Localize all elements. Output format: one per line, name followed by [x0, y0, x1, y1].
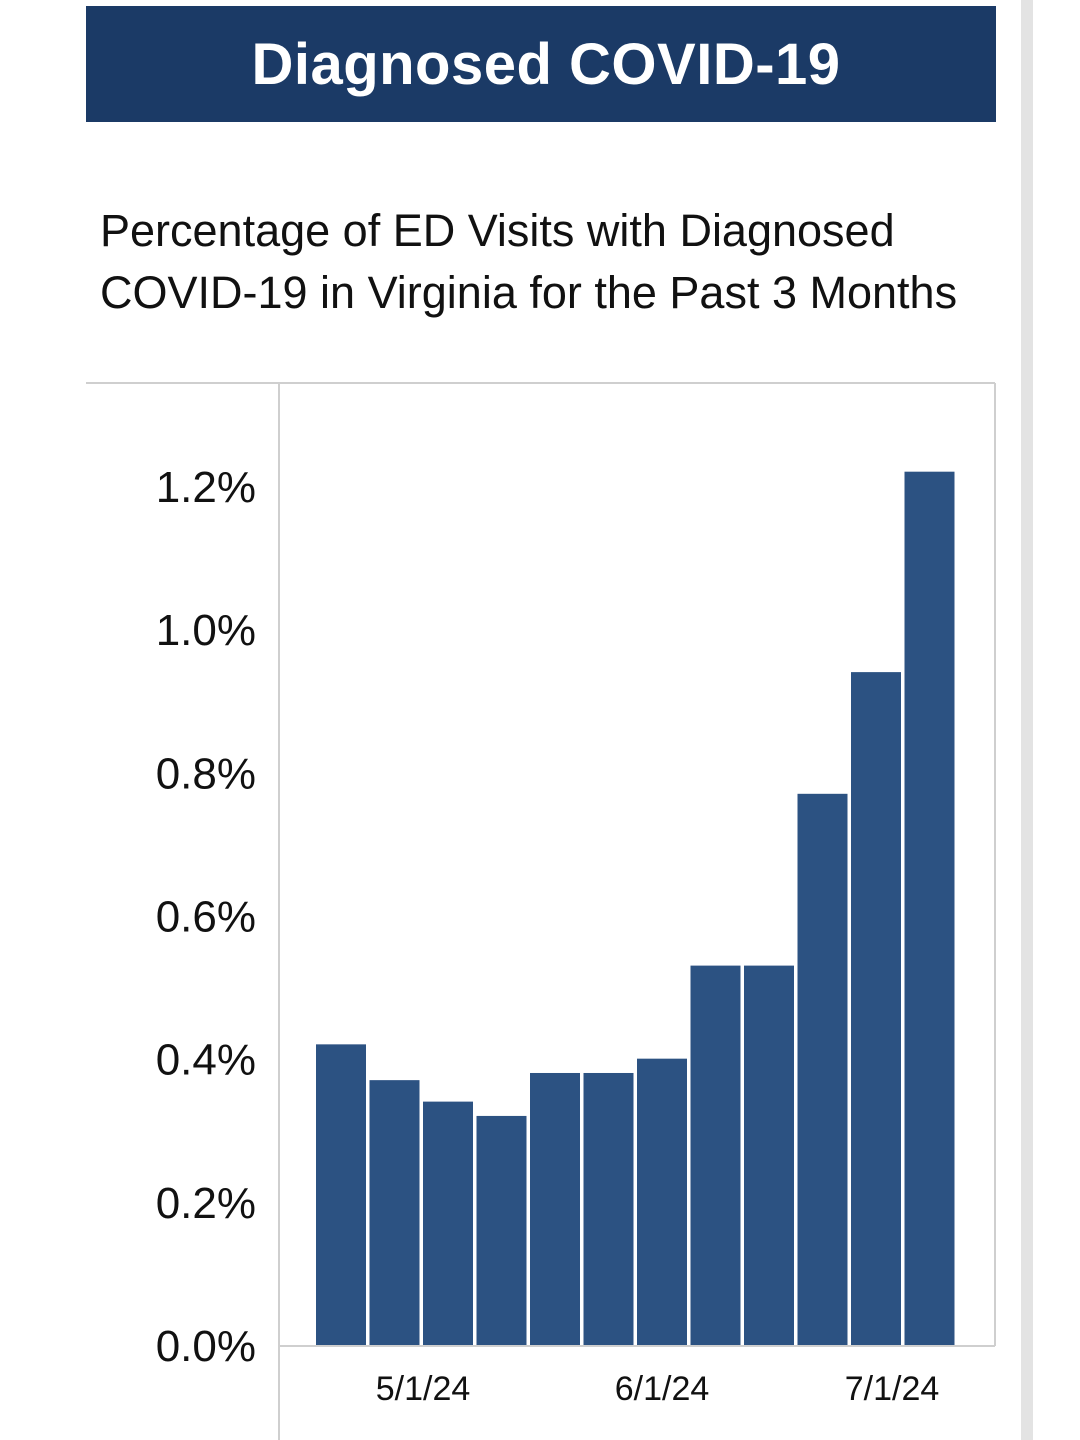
bar-5-5-24[interactable] — [476, 1115, 527, 1345]
y-tick-label: 0.2% — [156, 1179, 256, 1228]
bar-6-23-24[interactable] — [851, 672, 901, 1345]
x-tick-label: 6/1/24 — [615, 1370, 710, 1408]
y-tick-label: 0.0% — [156, 1322, 256, 1371]
y-tick-label: 0.8% — [156, 749, 256, 798]
chart-title: Percentage of ED Visits with Diagnosed C… — [100, 200, 996, 324]
y-tick-label: 1.0% — [156, 606, 256, 655]
bar-4-21-24[interactable] — [369, 1080, 420, 1345]
bar-5-19-24[interactable] — [583, 1072, 634, 1345]
bar-6-16-24[interactable] — [797, 793, 848, 1345]
bar-6-2-24[interactable] — [690, 965, 741, 1345]
x-tick-label: 7/1/24 — [845, 1370, 940, 1408]
bar-5-12-24[interactable] — [530, 1072, 580, 1345]
scrollbar-track[interactable] — [1021, 0, 1033, 1440]
header-bar: Diagnosed COVID-19 — [86, 6, 996, 122]
bar-5-26-24[interactable] — [637, 1058, 687, 1345]
chart-title-line-2: COVID-19 in Virginia for the Past 3 Mont… — [100, 267, 958, 318]
x-tick-label: 5/1/24 — [376, 1370, 471, 1408]
y-tick-label: 0.4% — [156, 1036, 256, 1085]
chart-frame — [86, 382, 996, 1440]
y-axis-ticks: 0.0% 0.2% 0.4% 0.6% 0.8% 1.0% 1.2% — [156, 463, 256, 1371]
bar-4-28-24[interactable] — [423, 1101, 473, 1345]
chart-title-line-1: Percentage of ED Visits with Diagnosed — [100, 205, 895, 256]
bar-6-9-24[interactable] — [744, 965, 794, 1345]
bar-series — [316, 471, 955, 1345]
bar-4-14-24[interactable] — [316, 1044, 366, 1345]
y-tick-label: 1.2% — [156, 463, 256, 512]
x-axis-ticks: 5/1/24 6/1/24 7/1/24 — [376, 1370, 940, 1408]
page-title: Diagnosed COVID-19 — [251, 31, 841, 97]
bar-6-30-24[interactable] — [904, 471, 955, 1345]
y-tick-label: 0.6% — [156, 893, 256, 942]
